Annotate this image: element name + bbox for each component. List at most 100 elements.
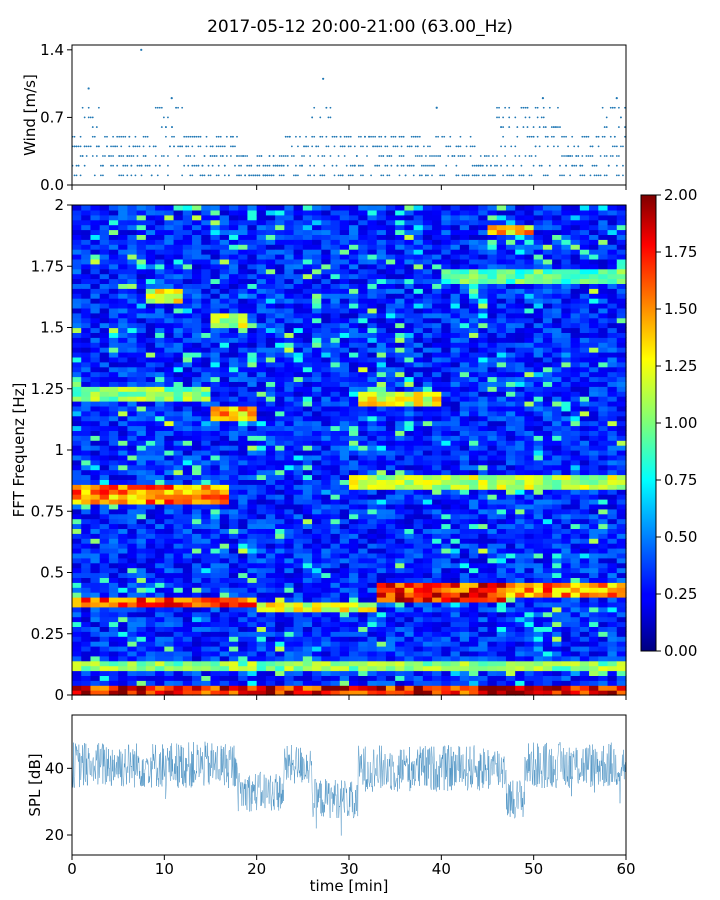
heatmap-cell — [339, 616, 350, 623]
wind-point — [591, 164, 594, 167]
heatmap-cell — [358, 214, 369, 221]
heatmap-cell — [265, 258, 276, 265]
heatmap-cell — [284, 293, 295, 299]
heatmap-cell — [247, 366, 258, 373]
heatmap-cell — [376, 405, 387, 412]
heatmap-cell — [127, 606, 138, 613]
heatmap-cell — [275, 347, 285, 353]
heatmap-cell — [127, 660, 138, 667]
heatmap-cell — [358, 450, 369, 456]
heatmap-cell — [275, 562, 285, 569]
heatmap-cell — [385, 562, 396, 569]
heatmap-cell — [265, 278, 276, 284]
heatmap-cell — [404, 205, 415, 211]
heatmap-cell — [284, 405, 295, 412]
heatmap-cell — [422, 317, 433, 324]
heatmap-cell — [238, 518, 249, 525]
heatmap-cell — [155, 577, 165, 583]
heatmap-cell — [173, 337, 184, 343]
wind-point — [116, 145, 119, 148]
heatmap-cell — [376, 484, 387, 490]
heatmap-cell — [441, 347, 452, 353]
heatmap-cell — [155, 376, 165, 382]
heatmap-cell — [413, 499, 424, 505]
heatmap-cell — [108, 577, 119, 583]
heatmap-cell — [192, 528, 202, 534]
heatmap-cell — [219, 224, 230, 231]
heatmap-cell — [108, 690, 119, 696]
heatmap-cell — [312, 440, 322, 446]
heatmap-cell — [210, 219, 221, 226]
heatmap-cell — [192, 361, 202, 368]
heatmap-cell — [432, 445, 442, 451]
heatmap-cell — [145, 376, 156, 382]
heatmap-cell — [450, 523, 461, 529]
heatmap-cell — [182, 680, 193, 686]
heatmap-cell — [173, 381, 184, 387]
heatmap-cell — [339, 268, 350, 275]
heatmap-cell — [247, 597, 258, 603]
heatmap-cell — [118, 229, 128, 235]
heatmap-cell — [367, 332, 378, 338]
heatmap-cell — [164, 616, 175, 623]
heatmap-cell — [395, 244, 405, 250]
wind-point — [240, 164, 242, 167]
heatmap-cell — [358, 650, 369, 657]
heatmap-cell — [339, 592, 350, 598]
wind-point — [360, 145, 362, 148]
heatmap-cell — [99, 631, 110, 637]
heatmap-cell — [72, 209, 82, 216]
heatmap-cell — [284, 606, 295, 613]
wind-point — [366, 145, 368, 148]
wind-point — [422, 145, 425, 148]
heatmap-cell — [422, 401, 433, 407]
wind-point — [274, 164, 277, 167]
heatmap-cell — [201, 464, 212, 471]
heatmap-cell — [330, 209, 341, 216]
heatmap-cell — [90, 494, 101, 500]
wind-point — [169, 145, 171, 148]
heatmap-cell — [441, 611, 452, 618]
heatmap-cell — [256, 489, 267, 495]
heatmap-cell — [118, 528, 128, 534]
wind-point — [552, 135, 555, 138]
heatmap-cell — [173, 415, 184, 422]
heatmap-cell — [339, 371, 350, 378]
heatmap-cell — [349, 548, 359, 554]
heatmap-cell — [404, 538, 415, 544]
heatmap-cell — [395, 543, 405, 549]
wind-point — [327, 116, 330, 119]
heatmap-cell — [367, 386, 378, 392]
heatmap-cell — [201, 655, 212, 662]
heatmap-cell — [155, 655, 165, 662]
heatmap-cell — [441, 283, 452, 289]
heatmap-cell — [81, 562, 92, 569]
heatmap-cell — [432, 288, 442, 294]
heatmap-cell — [256, 410, 267, 417]
wind-point — [502, 174, 505, 177]
wind-point — [75, 164, 78, 167]
heatmap-cell — [182, 621, 193, 627]
heatmap-cell — [238, 670, 249, 676]
wind-point — [575, 155, 578, 157]
heatmap-cell — [201, 606, 212, 613]
heatmap-cell — [81, 445, 92, 451]
heatmap-cell — [376, 337, 387, 343]
heatmap-cell — [413, 268, 424, 275]
heatmap-cell — [395, 401, 405, 407]
heatmap-cell — [275, 254, 285, 260]
heatmap-cell — [367, 582, 378, 588]
heatmap-cell — [173, 459, 184, 466]
heatmap-cell — [413, 508, 424, 515]
heatmap-cell — [404, 572, 415, 578]
heatmap-cell — [358, 332, 369, 338]
heatmap-cell — [108, 592, 119, 598]
heatmap-cell — [367, 229, 378, 235]
heatmap-cell — [118, 533, 128, 539]
heatmap-cell — [321, 366, 332, 373]
heatmap-cell — [321, 244, 332, 250]
wind-point — [603, 174, 606, 177]
heatmap-cell — [228, 361, 239, 368]
wind-point — [520, 164, 523, 167]
heatmap-cell — [330, 366, 341, 373]
